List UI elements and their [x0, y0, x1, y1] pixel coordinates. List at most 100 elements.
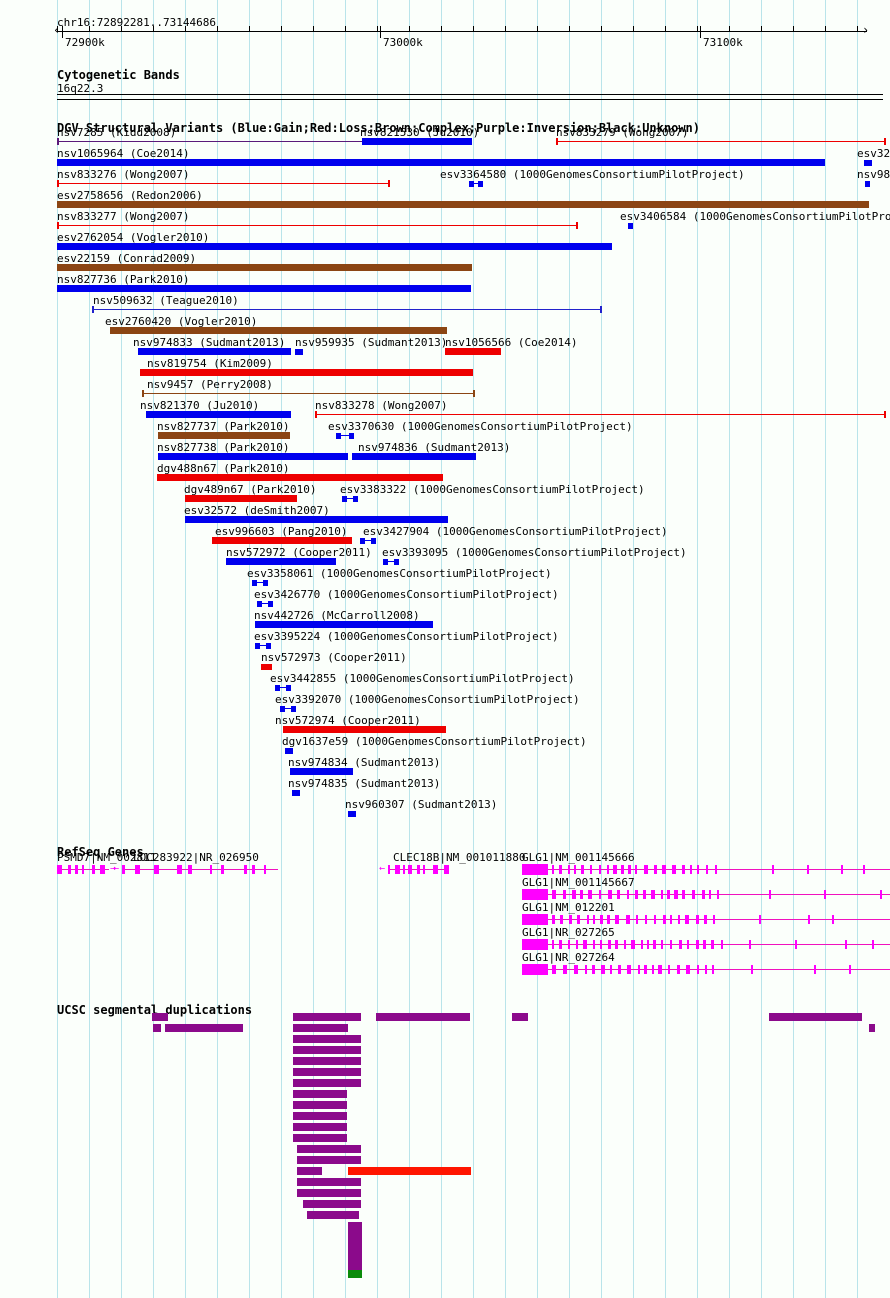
variant-bar[interactable]: [226, 558, 336, 565]
variant-bar[interactable]: [348, 811, 356, 817]
segdup-bar[interactable]: [348, 1238, 362, 1246]
segdup-bar[interactable]: [297, 1178, 361, 1186]
variant-label[interactable]: dgv488n67 (Park2010): [157, 462, 290, 475]
segdup-bar[interactable]: [293, 1134, 347, 1142]
gene-model[interactable]: →: [522, 913, 890, 925]
variant-label[interactable]: nsv572973 (Cooper2011): [261, 651, 407, 664]
variant-bar[interactable]: [57, 243, 612, 250]
variant-label[interactable]: nsv959935 (Sudmant2013): [295, 336, 448, 349]
segdup-bar[interactable]: [293, 1024, 348, 1032]
variant-bar[interactable]: [291, 706, 296, 712]
segdup-bar[interactable]: [297, 1145, 361, 1153]
variant-label[interactable]: esv3393095 (1000GenomesConsortiumPilotPr…: [382, 546, 687, 559]
segdup-bar[interactable]: [153, 1024, 161, 1032]
variant-bar[interactable]: [268, 601, 273, 607]
variant-label[interactable]: nsv833278 (Wong2007): [315, 399, 448, 412]
variant-label[interactable]: esv3370630 (1000GenomesConsortiumPilotPr…: [328, 420, 633, 433]
variant-label[interactable]: nsv974833 (Sudmant2013): [133, 336, 286, 349]
segdup-bar[interactable]: [869, 1024, 875, 1032]
variant-label[interactable]: esv3426770 (1000GenomesConsortiumPilotPr…: [254, 588, 559, 601]
variant-line[interactable]: [57, 141, 414, 142]
gene-model[interactable]: →: [522, 963, 890, 975]
variant-label[interactable]: esv3364580 (1000GenomesConsortiumPilotPr…: [440, 168, 745, 181]
variant-bar[interactable]: [865, 181, 870, 187]
variant-bar[interactable]: [394, 559, 399, 565]
segdup-bar[interactable]: [293, 1046, 361, 1054]
gene-label[interactable]: CLEC18B|NM_001011880: [393, 851, 526, 864]
variant-bar[interactable]: [257, 601, 262, 607]
gene-model[interactable]: ←: [113, 863, 278, 875]
variant-bar[interactable]: [57, 264, 472, 271]
variant-bar[interactable]: [138, 348, 291, 355]
variant-bar[interactable]: [146, 411, 291, 418]
variant-bar[interactable]: [445, 348, 501, 355]
variant-label[interactable]: nsv974834 (Sudmant2013): [288, 756, 441, 769]
segdup-bar[interactable]: [297, 1167, 322, 1175]
segdup-bar[interactable]: [769, 1013, 862, 1021]
variant-label[interactable]: esv3427904 (1000GenomesConsortiumPilotPr…: [363, 525, 668, 538]
variant-label[interactable]: esv2758656 (Redon2006): [57, 189, 203, 202]
gene-model[interactable]: →: [522, 863, 890, 875]
segdup-bar[interactable]: [297, 1189, 361, 1197]
variant-bar[interactable]: [57, 159, 825, 166]
gene-label[interactable]: PSMD7|NM_002811: [57, 851, 157, 864]
variant-label[interactable]: dgv1637e59 (1000GenomesConsortiumPilotPr…: [282, 735, 587, 748]
variant-bar[interactable]: [263, 580, 268, 586]
variant-bar[interactable]: [158, 432, 290, 439]
variant-bar[interactable]: [336, 433, 341, 439]
segdup-bar[interactable]: [348, 1230, 362, 1238]
variant-label[interactable]: nsv572974 (Cooper2011): [275, 714, 421, 727]
variant-bar[interactable]: [286, 685, 291, 691]
variant-bar[interactable]: [255, 643, 260, 649]
segdup-bar[interactable]: [165, 1024, 243, 1032]
gene-model[interactable]: →: [57, 863, 116, 875]
variant-label[interactable]: nsv1056566 (Coe2014): [445, 336, 578, 349]
segdup-bar[interactable]: [348, 1270, 362, 1278]
variant-label[interactable]: esv3383322 (1000GenomesConsortiumPilotPr…: [340, 483, 645, 496]
variant-label[interactable]: nsv833279 (Wong2007): [556, 126, 689, 139]
variant-bar[interactable]: [383, 559, 388, 565]
gene-label[interactable]: LOC283922|NR_026950: [133, 851, 259, 864]
variant-label[interactable]: nsv821370 (Ju2010): [140, 399, 260, 412]
variant-bar[interactable]: [628, 223, 633, 229]
variant-label[interactable]: nsv960307 (Sudmant2013): [345, 798, 498, 811]
variant-label[interactable]: nsv7285 (Kidd2008): [57, 126, 177, 139]
variant-label[interactable]: nsv509632 (Teague2010): [93, 294, 239, 307]
variant-label[interactable]: dgv489n67 (Park2010): [184, 483, 317, 496]
variant-bar[interactable]: [292, 790, 300, 796]
variant-line[interactable]: [92, 309, 602, 310]
variant-label[interactable]: nsv819754 (Kim2009): [147, 357, 273, 370]
variant-label[interactable]: esv2762054 (Vogler2010): [57, 231, 210, 244]
variant-bar[interactable]: [255, 621, 433, 628]
variant-label[interactable]: esv32572 (deSmith2007): [184, 504, 330, 517]
variant-label[interactable]: nsv572972 (Cooper2011): [226, 546, 372, 559]
variant-label[interactable]: nsv974836 (Sudmant2013): [358, 441, 511, 454]
segdup-bar[interactable]: [293, 1068, 361, 1076]
segdup-bar[interactable]: [376, 1013, 470, 1021]
variant-label[interactable]: esv3395224 (1000GenomesConsortiumPilotPr…: [254, 630, 559, 643]
gene-label[interactable]: GLG1|NM_001145667: [522, 876, 635, 889]
variant-bar[interactable]: [57, 201, 869, 208]
variant-label[interactable]: nsv984: [857, 168, 890, 181]
variant-bar[interactable]: [212, 537, 352, 544]
variant-line[interactable]: [142, 393, 475, 394]
variant-label[interactable]: nsv1065964 (Coe2014): [57, 147, 190, 160]
variant-bar[interactable]: [57, 285, 471, 292]
variant-bar[interactable]: [360, 538, 365, 544]
variant-label[interactable]: esv3442855 (1000GenomesConsortiumPilotPr…: [270, 672, 575, 685]
variant-bar[interactable]: [371, 538, 376, 544]
variant-bar[interactable]: [353, 496, 358, 502]
segdup-bar[interactable]: [348, 1222, 362, 1230]
gene-label[interactable]: GLG1|NR_027264: [522, 951, 615, 964]
segdup-bar[interactable]: [293, 1079, 361, 1087]
segdup-bar[interactable]: [512, 1013, 528, 1021]
gene-label[interactable]: GLG1|NR_027265: [522, 926, 615, 939]
gene-model[interactable]: →: [522, 938, 890, 950]
variant-bar[interactable]: [342, 496, 347, 502]
variant-bar[interactable]: [185, 516, 448, 523]
variant-bar[interactable]: [352, 453, 476, 460]
variant-label[interactable]: esv325: [857, 147, 890, 160]
variant-label[interactable]: nsv827738 (Park2010): [157, 441, 290, 454]
variant-bar[interactable]: [266, 643, 271, 649]
variant-bar[interactable]: [469, 181, 474, 187]
